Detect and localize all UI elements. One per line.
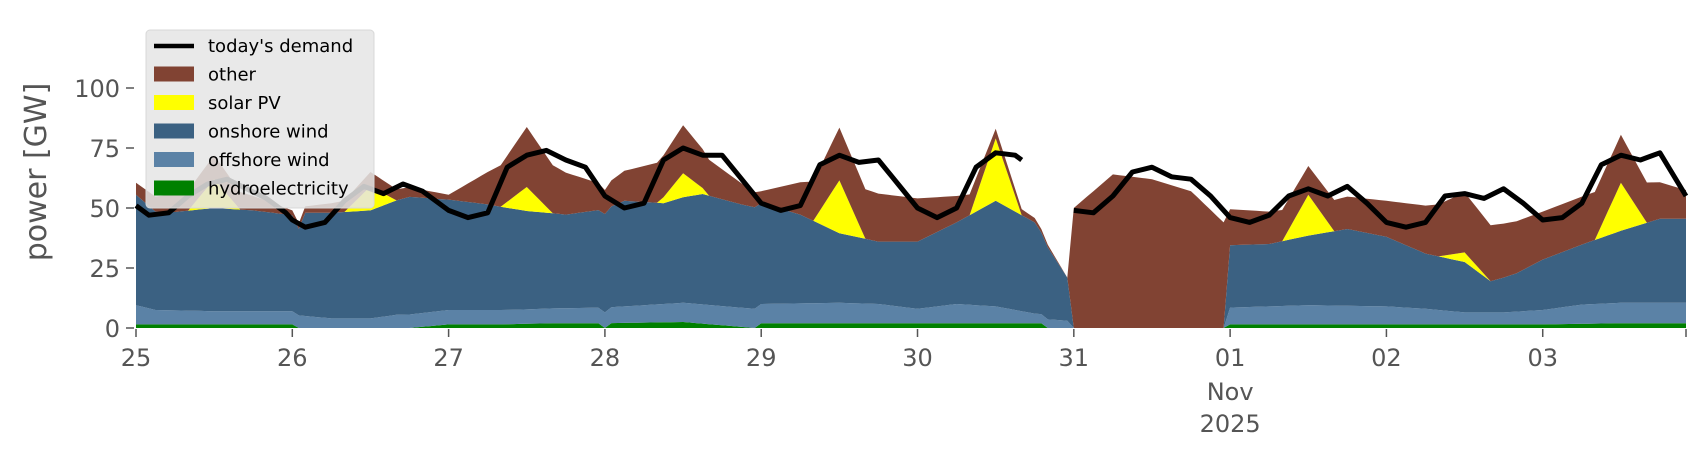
x-tick-label: 29 xyxy=(746,344,777,372)
legend-swatch-other xyxy=(154,66,194,82)
stacked-areas xyxy=(136,125,1686,328)
demand-line-group xyxy=(134,145,1689,230)
y-tick-label: 50 xyxy=(89,195,120,223)
x-tick-label: 02 xyxy=(1371,344,1402,372)
y-tick-label: 100 xyxy=(74,75,120,103)
legend-label-hydroelectricity: hydroelectricity xyxy=(208,179,349,200)
y-axis: 0 25 50 75 100 xyxy=(74,75,134,343)
x-tick-label: 25 xyxy=(121,344,152,372)
legend: today's demand other solar PV onshore wind o… xyxy=(145,29,375,209)
area-offshore-wind xyxy=(136,302,1686,328)
legend-label-solar-pv: solar PV xyxy=(208,93,281,114)
legend-label-other: other xyxy=(208,65,257,86)
x-tick-label: 30 xyxy=(902,344,933,372)
x-tick-label: 27 xyxy=(433,344,464,372)
x-tick-label: 31 xyxy=(1059,344,1090,372)
legend-swatch-onshore-wind xyxy=(154,123,194,139)
x-month-label: Nov xyxy=(1207,378,1254,406)
y-tick-label: 0 xyxy=(105,315,120,343)
legend-label-today-s-demand: today's demand xyxy=(208,36,353,57)
x-axis: 25 26 27 28 29 30 31 01 Nov 2025 02 03 xyxy=(121,329,1687,438)
y-axis-label: power [GW] xyxy=(19,83,54,262)
legend-swatch-solar-pv xyxy=(154,95,194,110)
legend-label-onshore-wind: onshore wind xyxy=(208,122,329,143)
area-other xyxy=(136,125,1686,328)
legend-swatch-hydroelectricity xyxy=(154,180,194,196)
x-tick-label: 01 xyxy=(1215,344,1246,372)
x-tick-label: 26 xyxy=(277,344,308,372)
legend-label-offshore-wind: offshore wind xyxy=(208,150,330,171)
line-todays-demand xyxy=(134,145,1689,230)
legend-box xyxy=(145,29,375,209)
x-tick-label: 03 xyxy=(1527,344,1558,372)
area-hydroelectricity xyxy=(136,322,1686,328)
x-tick-label: 28 xyxy=(590,344,621,372)
x-year-label: 2025 xyxy=(1200,410,1261,438)
y-tick-label: 75 xyxy=(89,135,120,163)
legend-swatch-offshore-wind xyxy=(154,152,194,167)
area-onshore-wind xyxy=(136,194,1686,328)
y-tick-label: 25 xyxy=(89,255,120,283)
